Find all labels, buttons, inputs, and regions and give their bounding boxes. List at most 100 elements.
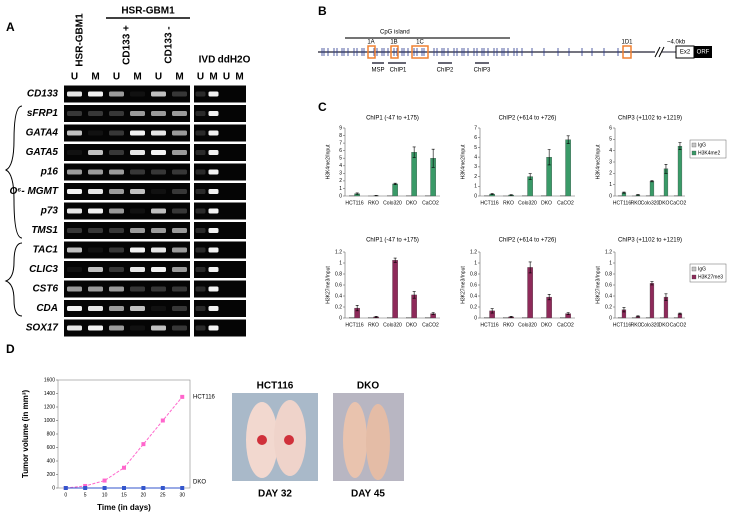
y-tick-label: 4 — [339, 163, 342, 169]
mouse — [343, 402, 367, 478]
y-tick-label: 1.2 — [605, 249, 612, 255]
gel-band — [130, 111, 145, 116]
x-tick-label: Colo320 — [641, 200, 660, 206]
error-bar — [622, 307, 626, 313]
x-tick-label: RKO — [631, 200, 642, 206]
gel-block — [64, 319, 190, 337]
exon — [390, 45, 399, 59]
gel-band — [109, 130, 124, 136]
x-tick-label: HCT116 — [613, 322, 631, 328]
error-bar — [509, 316, 513, 318]
gel-band — [208, 150, 219, 155]
gel-band — [88, 169, 103, 175]
gene-label: GATA4 — [26, 128, 59, 139]
gel-band — [151, 91, 166, 97]
point — [63, 486, 68, 490]
distance: ~4.0kb — [667, 40, 686, 46]
bar — [645, 317, 651, 319]
gel-band — [88, 228, 103, 233]
error-bar — [650, 180, 654, 183]
primer-label: ChIP1 — [390, 68, 407, 74]
gel-band — [172, 325, 187, 331]
point — [122, 486, 126, 490]
point — [160, 418, 165, 423]
bar — [649, 181, 655, 197]
mouse — [366, 404, 390, 480]
gel-block — [64, 280, 190, 298]
point — [102, 486, 107, 490]
series-label: HCT116 — [193, 394, 216, 400]
legend-box — [689, 139, 727, 159]
legend-label: IgG — [698, 142, 706, 148]
y-tick-label: 0.2 — [470, 304, 477, 310]
gel-band — [195, 228, 206, 233]
error-bar — [566, 312, 570, 315]
gel-band — [67, 111, 82, 116]
gel-band — [88, 325, 103, 331]
gel-control: ddH2O — [218, 55, 251, 66]
gel-band — [151, 111, 166, 116]
bar — [425, 317, 431, 319]
gel-band — [67, 169, 82, 175]
gel-band — [195, 286, 206, 292]
gel-block — [194, 124, 246, 142]
gel-block — [64, 144, 190, 161]
x-tick-label: DKO — [406, 322, 417, 328]
error-bar — [412, 291, 416, 299]
gel-band — [208, 267, 219, 272]
gel-block — [64, 105, 190, 122]
gel-block — [64, 163, 190, 181]
y-tick-label: 0 — [609, 193, 612, 199]
point — [141, 442, 146, 447]
y-tick-label: 2 — [474, 174, 477, 180]
exon-label: 1D1 — [621, 40, 633, 46]
bar — [392, 183, 398, 197]
gel-block — [194, 222, 246, 239]
y-tick-label: 3 — [609, 159, 612, 165]
bar — [546, 296, 552, 319]
x-tick-label: CaCO2 — [557, 200, 574, 206]
error-bar — [490, 193, 494, 195]
gel-block — [64, 241, 190, 259]
gel-band — [172, 169, 187, 175]
x-tick-label: CaCO2 — [422, 200, 439, 206]
point — [160, 486, 165, 490]
tumor — [284, 435, 294, 445]
y-tick-label: 1 — [339, 186, 342, 192]
y-tick-label: 0.8 — [335, 271, 342, 277]
gel-band — [208, 208, 219, 214]
exon — [622, 45, 632, 59]
y-tick-label: 0.8 — [470, 271, 477, 277]
gel-band — [109, 169, 124, 175]
bar — [673, 317, 679, 319]
point — [102, 478, 107, 483]
y-tick-label: 1 — [609, 182, 612, 188]
y-tick-label: 1400 — [44, 391, 55, 397]
gel-band — [172, 91, 187, 97]
gel-subgroup: CD133 - — [164, 26, 175, 63]
gel-band — [172, 111, 187, 116]
gel-band — [195, 306, 206, 311]
gel-band — [208, 111, 219, 116]
gel-block — [194, 202, 246, 220]
gel-band — [109, 150, 124, 155]
gel-band — [195, 169, 206, 175]
gel-band — [67, 286, 82, 292]
gel-band — [109, 286, 124, 292]
y-tick-label: 7 — [339, 140, 342, 146]
y-tick-label: 5 — [609, 137, 612, 143]
y-tick-label: 5 — [474, 145, 477, 151]
y-tick-label: 0.6 — [335, 282, 342, 288]
gel-band — [208, 228, 219, 233]
gel-block — [194, 144, 246, 161]
y-tick-label: 0 — [52, 485, 55, 491]
x-tick-label: CaCO2 — [670, 200, 687, 206]
gel-band — [172, 286, 187, 292]
y-tick-label: 0.4 — [470, 293, 477, 299]
x-tick-label: Colo320 — [383, 322, 402, 328]
gel-block — [64, 261, 190, 278]
y-tick-label: 5 — [339, 156, 342, 162]
gel-band — [208, 169, 219, 175]
y-tick-label: 9 — [339, 125, 342, 131]
